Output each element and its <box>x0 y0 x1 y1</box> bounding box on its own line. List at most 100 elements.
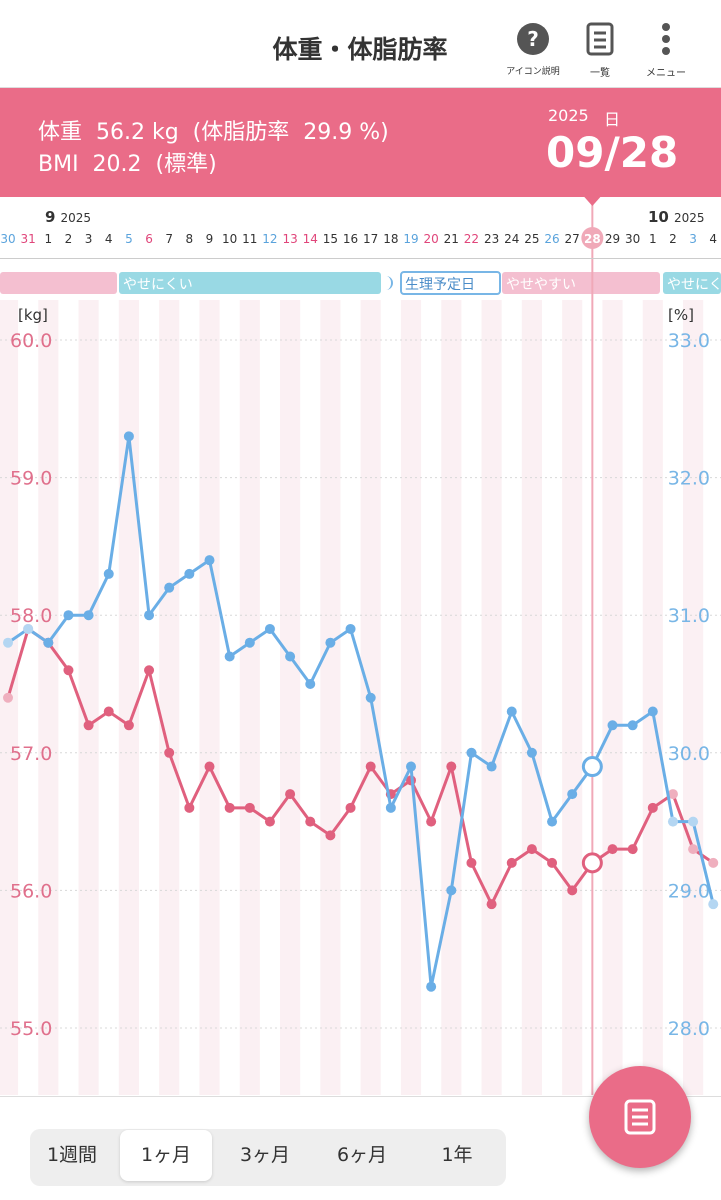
day-stripe <box>320 300 341 1095</box>
data-point <box>83 720 94 731</box>
data-point <box>63 665 74 676</box>
fab-button[interactable] <box>589 1066 691 1168</box>
phase-label: 生理予定日 <box>405 277 475 293</box>
period-tab[interactable]: 6ヶ月 <box>336 1144 388 1166</box>
x-tick-label: 30 <box>0 232 15 246</box>
day-stripe <box>683 300 704 1095</box>
data-point <box>305 816 316 827</box>
day-stripe <box>239 300 260 1095</box>
x-tick-label: 23 <box>484 232 499 246</box>
data-point <box>325 637 336 648</box>
x-tick-label: 9 <box>206 232 214 246</box>
data-point <box>164 747 175 758</box>
x-tick-label: 7 <box>165 232 173 246</box>
data-point <box>244 637 255 648</box>
x-tick-label: 19 <box>403 232 418 246</box>
selected-point <box>581 756 603 778</box>
data-point <box>123 720 134 731</box>
date-strip: 9 2025 10 2025 <box>0 198 721 259</box>
y-tick-label: 60.0 <box>10 330 52 352</box>
menu-icon <box>662 23 670 55</box>
phase-segment <box>119 272 381 294</box>
x-tick-label: 3 <box>85 232 93 246</box>
data-point <box>547 857 558 868</box>
data-point-fade <box>3 692 13 703</box>
phase-segment <box>502 272 660 294</box>
phase-label: やせにくい <box>123 277 193 293</box>
y-tick-label: 56.0 <box>10 880 52 902</box>
day-stripe <box>642 300 663 1095</box>
help-icon: ? <box>517 23 549 55</box>
x-tick-label: 20 <box>424 232 439 246</box>
data-point <box>43 637 54 648</box>
x-tick-label: 13 <box>282 232 297 246</box>
data-point <box>345 802 356 813</box>
data-point <box>224 651 235 662</box>
x-tick-label: 2 <box>65 232 73 246</box>
data-point <box>123 431 134 442</box>
x-tick-label: 27 <box>565 232 580 246</box>
data-point <box>305 679 316 689</box>
data-point-fade <box>688 816 699 827</box>
day-stripe <box>38 300 59 1095</box>
data-point <box>365 761 376 772</box>
data-point <box>164 582 175 593</box>
x-tick-label: 1 <box>649 232 657 246</box>
pointer <box>584 197 601 206</box>
data-point <box>406 761 416 772</box>
data-point <box>547 816 558 827</box>
period-tab[interactable]: 3ヶ月 <box>239 1144 291 1166</box>
data-point <box>244 802 255 813</box>
period-tabs <box>30 1129 506 1186</box>
selected-date: 09/28 <box>546 128 679 177</box>
data-point <box>285 651 296 662</box>
day-stripe <box>562 300 583 1095</box>
page-title: 体重・体脂肪率 <box>272 35 448 64</box>
data-point <box>325 830 336 841</box>
data-point <box>506 857 517 868</box>
year: 2025 <box>673 211 705 225</box>
menu-button[interactable]: メニュー <box>636 22 696 79</box>
year-label: 2025 <box>548 106 589 125</box>
month-label: 10 2025 <box>648 207 705 226</box>
period-tab[interactable]: 1週間 <box>46 1144 98 1166</box>
moon-icon <box>386 276 393 290</box>
day-stripe <box>441 300 462 1095</box>
period-tab[interactable]: 1年 <box>441 1144 473 1166</box>
svg-text:?: ? <box>527 27 539 51</box>
day-label: 日 <box>604 110 621 129</box>
day-stripe <box>400 300 422 1095</box>
x-tick-label: 24 <box>504 232 519 246</box>
data-point <box>144 610 155 621</box>
x-tick-label: 30 <box>625 232 640 246</box>
x-tick-label: 8 <box>186 232 194 246</box>
data-point <box>607 720 618 731</box>
data-point-fade <box>708 857 719 868</box>
data-point <box>466 857 477 868</box>
data-point <box>627 720 638 731</box>
month-label: 9 2025 <box>45 207 91 226</box>
fab-icon <box>624 1099 656 1135</box>
x-tick-label: 4 <box>709 232 717 246</box>
phase-label: やせにく <box>667 277 721 293</box>
list-icon <box>586 22 614 56</box>
month: 9 <box>45 208 56 226</box>
data-point <box>345 623 356 634</box>
x-tick-label: 22 <box>464 232 479 246</box>
icon-label: 一覧 <box>590 68 610 79</box>
data-point <box>446 885 457 896</box>
period-tab[interactable]: 1ヶ月 <box>120 1130 212 1181</box>
data-point-fade <box>667 816 678 827</box>
data-point <box>63 610 74 621</box>
y-tick-label: 58.0 <box>10 605 52 627</box>
data-point-fade <box>3 637 13 648</box>
data-point <box>627 844 638 855</box>
x-tick-label: 1 <box>44 232 52 246</box>
y-axis-label: [kg] <box>18 306 48 324</box>
help-button[interactable]: ? アイコン説明 <box>500 22 566 77</box>
data-point <box>446 761 457 772</box>
data-point <box>83 610 94 621</box>
x-tick-label: 14 <box>303 232 318 246</box>
list-button[interactable]: 一覧 <box>573 22 627 79</box>
